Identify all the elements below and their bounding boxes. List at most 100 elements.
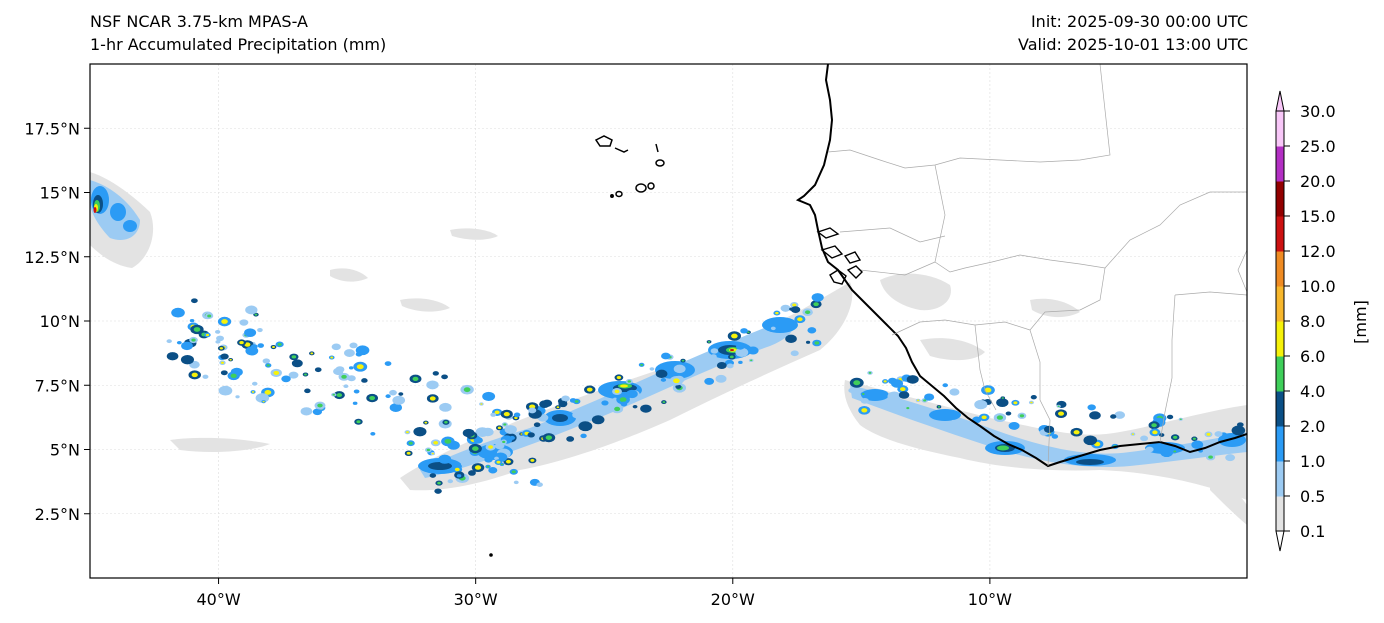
isolated-cell-core	[1058, 411, 1065, 416]
isolated-cell	[1114, 411, 1126, 419]
isolated-cell	[215, 329, 221, 334]
isolated-cell-core	[405, 431, 409, 434]
isolated-cell	[300, 407, 313, 416]
isolated-cell	[1030, 394, 1037, 400]
isolated-cell	[176, 340, 182, 345]
model-title: NSF NCAR 3.75-km MPAS-A	[90, 12, 308, 31]
isolated-cell-core	[408, 441, 413, 445]
isolated-cell-core	[545, 435, 553, 440]
bijagos-islands	[816, 227, 863, 285]
isolated-cell	[780, 304, 791, 312]
isolated-cell	[460, 461, 469, 467]
colorbar-segment	[1276, 181, 1284, 217]
lon-tick-label: 30°W	[454, 590, 498, 609]
colorbar-level-label: 1.0	[1300, 452, 1325, 471]
colorbar-segment	[1276, 321, 1284, 357]
isolated-cell	[262, 358, 271, 364]
isolated-cell	[580, 433, 587, 439]
isolated-cell	[1051, 434, 1059, 439]
lat-tick-label: 15°N	[40, 184, 80, 203]
isolated-cell-core	[673, 378, 680, 384]
isolated-cell	[561, 395, 570, 402]
isolated-cell-core	[272, 345, 275, 349]
isolated-cell	[343, 349, 355, 357]
isolated-cell-core	[505, 459, 511, 464]
isolated-cell-core	[1073, 430, 1080, 435]
isolated-cell	[181, 341, 193, 351]
isolated-cell-core	[230, 373, 237, 378]
isolated-cell	[220, 370, 228, 376]
isolated-cell	[281, 375, 291, 383]
isolated-cell	[1236, 422, 1244, 428]
isolated-cell-core	[254, 313, 258, 316]
isolated-cell-core	[797, 317, 803, 322]
isolated-cell	[766, 334, 777, 342]
isolated-cell-core	[861, 393, 865, 395]
isolated-cell	[180, 354, 195, 365]
isolated-cell-core	[1131, 433, 1135, 435]
isolated-cell	[805, 340, 811, 344]
isolated-cell	[790, 306, 801, 313]
isolated-cell-core	[220, 361, 225, 364]
isolated-cell	[704, 377, 715, 385]
isolated-cell	[649, 367, 655, 371]
isolated-cell	[601, 400, 609, 406]
isolated-cell	[807, 327, 817, 334]
isolated-cell	[632, 405, 638, 409]
isolated-cell	[860, 397, 869, 404]
isolated-cell-core	[614, 406, 621, 412]
isolated-cell	[887, 391, 902, 402]
isolated-cell	[539, 400, 550, 409]
isolated-cell-core	[244, 342, 251, 347]
isolated-cell-core	[853, 380, 861, 386]
isolated-cell	[191, 298, 198, 304]
isolated-cell-core	[193, 327, 201, 332]
isolated-cell	[494, 456, 499, 461]
isolated-cell	[1083, 435, 1098, 446]
isolated-cell	[1159, 433, 1165, 437]
isolated-cell	[352, 401, 358, 405]
isolated-cell	[251, 381, 258, 386]
colorbar-segment	[1276, 356, 1284, 392]
isolated-cell-core	[747, 331, 750, 334]
isolated-cell	[331, 343, 341, 351]
isolated-cell	[384, 361, 392, 366]
isolated-cell	[490, 412, 497, 417]
isolated-cell	[640, 404, 652, 413]
isolated-cell	[235, 395, 240, 399]
cape-verde-islands	[594, 135, 665, 198]
isolated-cell-core	[627, 380, 631, 383]
isolated-cell	[482, 391, 496, 402]
isolated-cell	[473, 436, 483, 444]
isolated-cell-core	[520, 433, 523, 435]
isolated-cell	[353, 389, 360, 394]
colorbar-segment	[1276, 216, 1284, 252]
isolated-cell	[494, 442, 505, 450]
isolated-cell-core	[262, 400, 265, 403]
isolated-cell	[370, 431, 376, 436]
colorbar-level-label: 0.1	[1300, 522, 1325, 541]
colorbar-segment	[1276, 286, 1284, 322]
isolated-cell	[202, 374, 209, 379]
isolated-cell-core	[317, 403, 323, 408]
isolated-cell	[481, 427, 494, 437]
isolated-cell	[255, 393, 270, 403]
isolated-cell-core	[369, 395, 376, 401]
lat-tick-label: 7.5°N	[35, 376, 80, 395]
isolated-cell	[891, 379, 904, 388]
isolated-cell	[239, 319, 249, 326]
isolated-cell	[171, 307, 185, 318]
isolated-cell-core	[191, 338, 196, 342]
isolated-cell-core	[614, 389, 620, 394]
isolated-cell-core	[239, 340, 244, 345]
isolated-cell	[439, 402, 452, 412]
isolated-cell	[735, 347, 749, 357]
isolated-cell	[710, 348, 719, 354]
isolated-cell	[528, 407, 537, 414]
isolated-cell-core	[431, 452, 434, 455]
longitude-ticks: 40°W 30°W 20°W 10°W	[196, 578, 1012, 609]
isolated-cell-core	[336, 393, 343, 398]
isolated-cell	[392, 395, 406, 405]
init-time: Init: 2025-09-30 00:00 UTC	[1030, 12, 1248, 31]
isolated-cell-core	[488, 445, 494, 449]
